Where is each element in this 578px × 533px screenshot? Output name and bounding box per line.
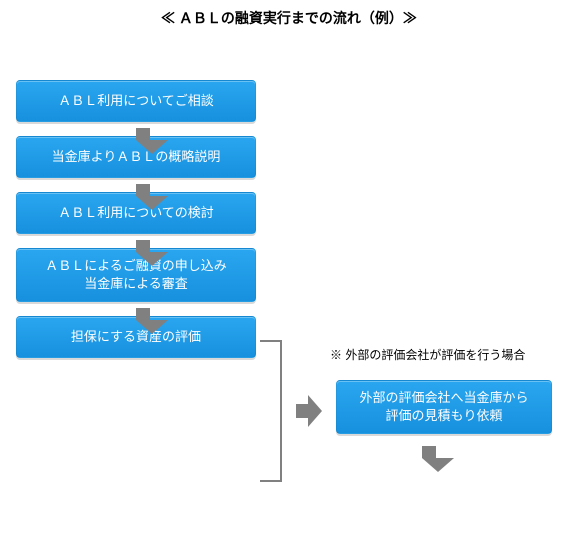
step-text: ＡＢＬ利用についてご相談 <box>58 92 214 110</box>
step-text: 評価の見積もり依頼 <box>385 407 502 425</box>
arrow-down <box>16 178 256 192</box>
side-box-wrap: 外部の評価会社へ当金庫から 評価の見積もり依頼 <box>336 380 552 434</box>
step-text: 外部の評価会社へ当金庫から <box>359 389 528 407</box>
arrow-right <box>296 395 322 427</box>
arrow-down <box>16 234 256 248</box>
step-box-1: ＡＢＬ利用についてご相談 <box>16 80 256 122</box>
side-step-box: 外部の評価会社へ当金庫から 評価の見積もり依頼 <box>336 380 552 434</box>
side-note: ※ 外部の評価会社が評価を行う場合 <box>330 346 525 363</box>
page-title: ≪ ＡＢＬの融資実行までの流れ（例）≫ <box>0 0 578 28</box>
arrow-down <box>16 302 256 316</box>
bracket-connector <box>260 340 282 482</box>
step-text: 当金庫による審査 <box>84 275 188 293</box>
main-flow-column: ＡＢＬ利用についてご相談 当金庫よりＡＢＬの概略説明 ＡＢＬ利用についての検討 … <box>16 80 256 358</box>
arrow-down <box>16 122 256 136</box>
